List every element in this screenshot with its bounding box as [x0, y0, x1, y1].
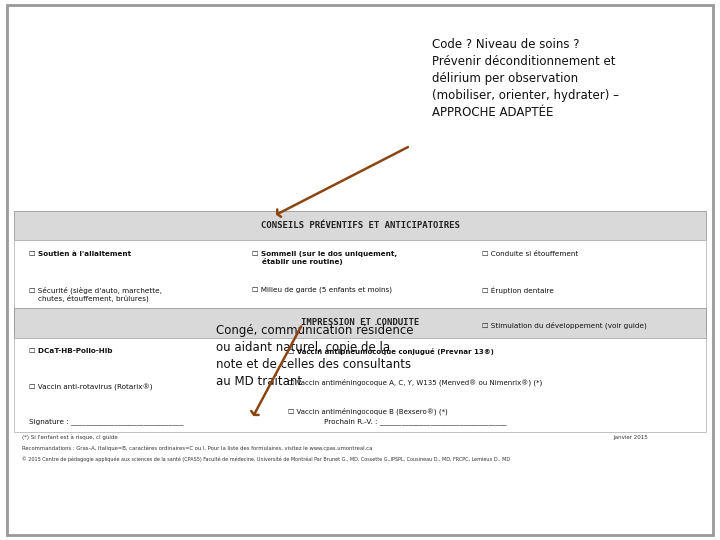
Text: ☐ Vaccin antiméningocoque A, C, Y, W135 (Menved® ou Nimenrix®) (*): ☐ Vaccin antiméningocoque A, C, Y, W135 …	[288, 378, 542, 386]
Text: ☐ Stimulation du développement (voir guide): ☐ Stimulation du développement (voir gui…	[482, 321, 647, 329]
Text: Prochain R.-V. : ___________________________________: Prochain R.-V. : _______________________…	[324, 418, 507, 426]
Text: Recommandations : Gras–A, Italique=B, caractères ordinaires=C ou I. Pour la list: Recommandations : Gras–A, Italique=B, ca…	[22, 446, 372, 451]
Bar	[14, 240, 706, 332]
Text: ☐ DCaT-HB-Polio-Hib: ☐ DCaT-HB-Polio-Hib	[29, 348, 112, 354]
Text: ☐ Sommeil (sur le dos uniquement,
    établir une routine): ☐ Sommeil (sur le dos uniquement, établi…	[252, 251, 397, 265]
Text: (*) Si l'enfant est à risque, cl guide: (*) Si l'enfant est à risque, cl guide	[22, 435, 117, 440]
Text: Janvier 2015: Janvier 2015	[613, 435, 648, 440]
Bar	[14, 211, 706, 240]
Text: ☐ Vaccin antiméningocoque B (Bexsero®) (*): ☐ Vaccin antiméningocoque B (Bexsero®) (…	[288, 408, 448, 415]
Text: ☐ Conduite si étouffement: ☐ Conduite si étouffement	[482, 251, 579, 257]
Text: ☐ Milieu de garde (5 enfants et moins): ☐ Milieu de garde (5 enfants et moins)	[252, 286, 392, 293]
Text: ☐ Sécurité (siège d'auto, marchette,
    chutes, étouffement, brûlures): ☐ Sécurité (siège d'auto, marchette, chu…	[29, 286, 162, 302]
Text: Code ? Niveau de soins ?
Prévenir déconditionnement et
délirium per observation
: Code ? Niveau de soins ? Prévenir décond…	[432, 38, 619, 119]
Text: Congé, communication résidence
ou aidant naturel, copie de la
note et de celles : Congé, communication résidence ou aidant…	[216, 324, 413, 388]
Text: ☐ Vaccin antipneumocoque conjugué (Prevnar 13®): ☐ Vaccin antipneumocoque conjugué (Prevn…	[288, 348, 494, 355]
Text: IMPRESSION ET CONDUITE: IMPRESSION ET CONDUITE	[301, 319, 419, 327]
Bar	[14, 308, 706, 338]
Text: © 2015 Centre de pédagogie appliquée aux sciences de la santé (CPAS5) Faculté de: © 2015 Centre de pédagogie appliquée aux…	[22, 456, 510, 462]
Text: CONSEILS PRÉVENTIFS ET ANTICIPATOIRES: CONSEILS PRÉVENTIFS ET ANTICIPATOIRES	[261, 221, 459, 230]
Text: ☐ Soutien à l'allaitement: ☐ Soutien à l'allaitement	[29, 251, 131, 257]
Text: ☐ Vaccin anti-rotavirus (Rotarix®): ☐ Vaccin anti-rotavirus (Rotarix®)	[29, 383, 153, 390]
Bar	[14, 338, 706, 432]
Text: ☐ Éruption dentaire: ☐ Éruption dentaire	[482, 286, 554, 294]
Text: Signature : _______________________________: Signature : ____________________________…	[29, 418, 183, 426]
